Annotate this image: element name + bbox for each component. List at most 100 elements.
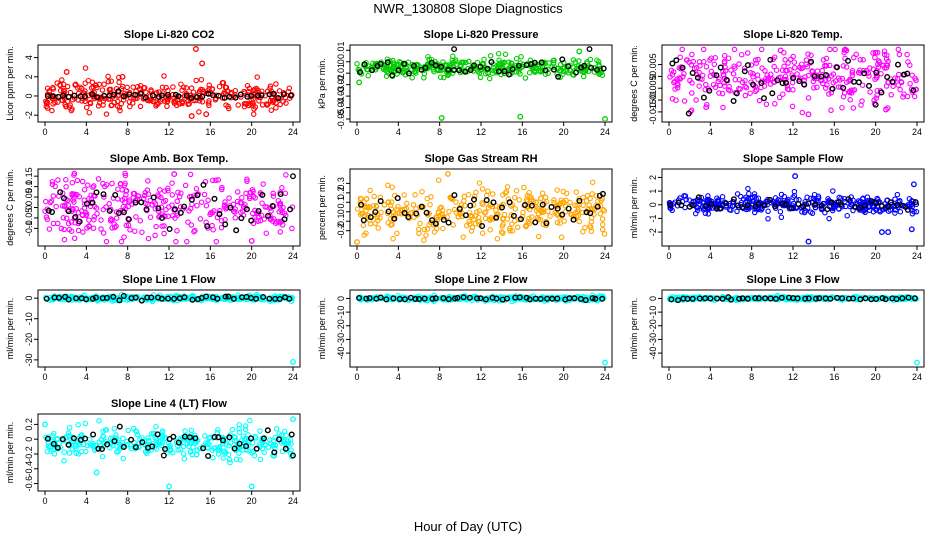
data-point [216, 444, 222, 450]
data-point [913, 77, 919, 83]
data-point [113, 432, 119, 438]
y-tick-label: -2 [648, 228, 658, 236]
data-point [171, 98, 177, 105]
data-point [884, 52, 890, 58]
data-point [811, 85, 817, 91]
data-point [260, 435, 267, 442]
data-point [120, 93, 127, 100]
data-point [211, 208, 217, 214]
data-point [194, 202, 200, 209]
data-point [271, 216, 277, 222]
data-point [216, 446, 222, 453]
outlier-point [188, 113, 195, 120]
data-point [526, 296, 533, 303]
data-point [477, 295, 484, 302]
data-point [583, 198, 590, 204]
figure-x-axis-label: Hour of Day (UTC) [414, 519, 522, 534]
data-point [506, 71, 513, 78]
y-tick-label: 0 [648, 74, 658, 79]
data-point [188, 427, 195, 434]
data-point [758, 79, 765, 86]
y-axis-label: ml/min per min. [317, 298, 327, 360]
data-point [719, 194, 726, 200]
data-point [50, 101, 56, 107]
data-point [182, 182, 189, 189]
data-point [894, 76, 901, 82]
data-point [560, 199, 567, 205]
data-point [138, 297, 145, 304]
data-point [908, 294, 915, 301]
data-point [395, 67, 402, 74]
data-point [675, 297, 682, 304]
data-point [286, 295, 293, 302]
data-point [108, 78, 115, 84]
data-point [887, 199, 894, 206]
data-point [372, 208, 379, 215]
data-point [432, 295, 439, 302]
data-point [255, 207, 262, 214]
outlier-point [290, 416, 296, 423]
data-point [600, 206, 606, 213]
data-point [824, 206, 831, 213]
data-point [227, 204, 234, 211]
y-tick-label: -1 [648, 214, 658, 222]
data-point [857, 56, 864, 63]
data-point [744, 50, 751, 56]
data-point [103, 204, 109, 210]
data-point [558, 234, 565, 241]
x-tick-label: 4 [708, 372, 713, 382]
data-point [742, 77, 748, 84]
data-point [594, 57, 600, 63]
data-point [738, 51, 745, 58]
data-point [857, 296, 864, 303]
data-point [90, 431, 97, 438]
data-point [148, 294, 155, 301]
data-point [802, 295, 809, 302]
data-point [117, 107, 123, 114]
data-point [91, 216, 97, 223]
outlier-point [883, 106, 889, 113]
x-tick-label: 12 [788, 127, 798, 137]
data-point [471, 193, 478, 200]
data-point [462, 68, 469, 75]
outlier-point [872, 101, 879, 108]
data-point [101, 92, 108, 99]
data-point [116, 79, 122, 86]
data-point [266, 295, 273, 302]
data-point [559, 56, 566, 63]
y-axis-label: degrees C per min. [5, 169, 15, 246]
chart-title: Slope Line 1 Flow [123, 274, 216, 286]
data-point [180, 443, 187, 450]
data-point [132, 294, 139, 301]
data-point [69, 446, 76, 452]
data-point [705, 211, 712, 217]
data-point [861, 70, 868, 77]
data-point [838, 201, 845, 208]
y-tick-label: -0.1 [24, 221, 34, 237]
data-point [805, 200, 812, 207]
data-point [90, 442, 96, 449]
data-point [282, 445, 289, 452]
data-point [689, 202, 696, 209]
data-point [132, 91, 139, 98]
data-point [530, 66, 536, 72]
data-point [755, 195, 762, 201]
data-point [487, 53, 494, 59]
data-point [804, 64, 811, 70]
data-point [426, 210, 432, 217]
data-point [547, 213, 553, 219]
data-point [599, 72, 606, 79]
data-point [783, 76, 789, 83]
data-point [54, 444, 61, 451]
data-point [100, 230, 107, 236]
data-point [209, 86, 215, 93]
data-point [75, 227, 82, 234]
data-point [388, 199, 395, 205]
data-point [513, 55, 520, 62]
data-point [847, 89, 853, 96]
data-point [730, 71, 737, 77]
data-point [694, 207, 701, 214]
data-point [896, 71, 902, 78]
data-point [513, 187, 520, 194]
data-point [125, 216, 132, 223]
